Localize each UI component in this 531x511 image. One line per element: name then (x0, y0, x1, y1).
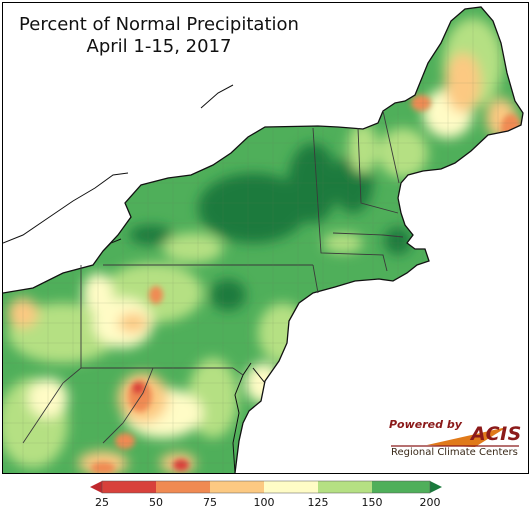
state-borders (22, 110, 404, 444)
acis-swoosh-icon (391, 427, 519, 447)
regional-climate-centers-text: Regional Climate Centers (391, 447, 518, 458)
coastline (3, 6, 524, 473)
legend-swatch-125-150 (318, 481, 372, 493)
great-lakes-shore (3, 84, 234, 252)
legend-tick: 100 (253, 496, 275, 509)
legend-tick: 150 (361, 496, 383, 509)
map-frame: Percent of Normal Precipitation April 1-… (2, 2, 529, 474)
legend-arrow-high (430, 481, 442, 493)
map-title: Percent of Normal Precipitation (19, 14, 299, 35)
legend-colorbar (90, 480, 442, 494)
legend-arrow-low (90, 481, 102, 493)
legend-tick: 125 (307, 496, 329, 509)
legend-swatch-25-50 (102, 481, 156, 493)
powered-by-text: Powered by (389, 418, 462, 431)
legend-tick: 200 (419, 496, 441, 509)
precipitation-map (3, 3, 528, 473)
legend-swatch-100-125 (264, 481, 318, 493)
legend-tick: 50 (149, 496, 163, 509)
map-subtitle: April 1-15, 2017 (86, 36, 232, 57)
acis-text: ACIS (471, 423, 522, 445)
legend-swatch-50-75 (156, 481, 210, 493)
color-legend: 25 50 75 100 125 150 200 (90, 479, 442, 509)
legend-swatch-150-200 (372, 481, 430, 493)
chesapeake-bay (232, 362, 266, 473)
acis-logo: Powered by ACIS Regional Climate Centers (387, 417, 527, 465)
legend-tick: 25 (95, 496, 109, 509)
legend-tick: 75 (203, 496, 217, 509)
legend-swatch-75-100 (210, 481, 264, 493)
